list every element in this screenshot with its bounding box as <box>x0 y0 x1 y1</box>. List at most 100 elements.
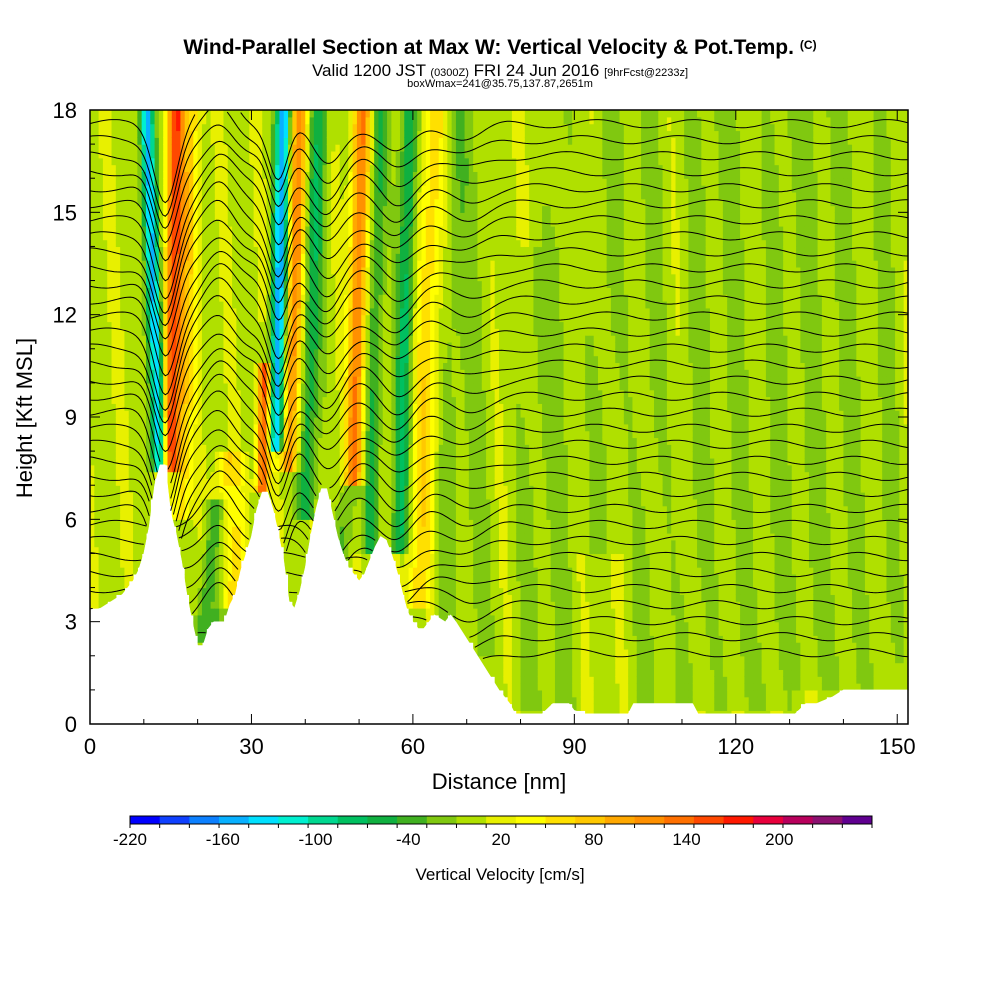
velocity-cell <box>270 116 276 125</box>
velocity-cell <box>404 471 410 479</box>
velocity-cell <box>133 178 138 186</box>
velocity-cell <box>115 164 121 172</box>
velocity-cell <box>133 287 138 295</box>
velocity-cell <box>300 560 306 568</box>
velocity-cell <box>253 505 259 514</box>
velocity-cell <box>145 239 151 248</box>
velocity-cell <box>356 444 362 452</box>
velocity-cell <box>348 239 354 248</box>
velocity-cell <box>145 430 151 439</box>
velocity-cell <box>189 348 194 357</box>
velocity-cell <box>331 403 336 411</box>
velocity-cell <box>348 335 354 343</box>
velocity-cell <box>331 239 336 248</box>
velocity-cell <box>382 389 388 398</box>
velocity-cell <box>378 464 384 473</box>
velocity-cell <box>98 553 104 561</box>
velocity-cell <box>374 225 380 234</box>
velocity-cell <box>107 321 113 329</box>
velocity-cell <box>227 423 233 432</box>
velocity-cell <box>180 246 186 254</box>
velocity-cell <box>90 430 95 439</box>
velocity-cell <box>219 539 225 548</box>
velocity-cell <box>399 526 405 534</box>
velocity-cell <box>158 225 164 234</box>
velocity-cell <box>300 464 306 473</box>
velocity-cell <box>378 369 384 377</box>
velocity-cell <box>374 369 380 377</box>
velocity-cell <box>189 553 194 561</box>
velocity-cell <box>309 205 315 213</box>
velocity-cell <box>223 198 229 207</box>
velocity-cell <box>193 594 199 602</box>
velocity-cell <box>120 410 126 418</box>
velocity-cell <box>158 403 164 411</box>
velocity-cell <box>348 492 354 500</box>
velocity-cell <box>184 546 190 555</box>
velocity-cell <box>120 301 126 309</box>
velocity-cell <box>210 478 216 486</box>
velocity-cell <box>219 512 225 520</box>
velocity-cell <box>288 123 293 132</box>
velocity-cell <box>361 260 367 268</box>
velocity-cell <box>176 198 182 207</box>
velocity-cell <box>219 232 225 241</box>
velocity-cell <box>102 130 108 138</box>
velocity-cell <box>249 157 255 166</box>
velocity-cell <box>257 396 263 404</box>
velocity-cell <box>326 110 332 118</box>
velocity-cell <box>128 150 134 159</box>
velocity-cell <box>111 355 117 364</box>
velocity-cell <box>240 457 246 466</box>
velocity-cell <box>158 355 164 364</box>
velocity-cell <box>214 464 220 473</box>
velocity-cell <box>266 110 272 118</box>
velocity-cell <box>141 430 147 439</box>
velocity-cell <box>275 116 281 125</box>
velocity-cell <box>124 526 130 534</box>
velocity-cell <box>352 178 358 186</box>
velocity-cell <box>141 546 147 555</box>
velocity-cell <box>141 110 147 118</box>
velocity-cell <box>223 389 229 398</box>
velocity-cell <box>223 205 229 213</box>
velocity-cell <box>128 246 134 254</box>
velocity-cell <box>339 212 345 220</box>
velocity-cell <box>107 567 113 575</box>
velocity-cell <box>331 110 336 118</box>
velocity-cell <box>111 457 117 466</box>
velocity-cell <box>214 532 220 541</box>
velocity-cell <box>253 110 259 118</box>
velocity-cell <box>171 464 177 473</box>
velocity-cell <box>339 171 345 179</box>
velocity-cell <box>145 328 151 336</box>
velocity-cell <box>184 417 190 425</box>
velocity-cell <box>167 396 173 404</box>
velocity-cell <box>249 253 255 261</box>
velocity-cell <box>137 301 143 309</box>
velocity-cell <box>253 198 259 207</box>
velocity-cell <box>201 144 207 152</box>
velocity-cell <box>244 505 250 514</box>
velocity-cell <box>201 178 207 186</box>
velocity-cell <box>107 307 113 316</box>
velocity-cell <box>257 164 263 172</box>
velocity-cell <box>374 130 380 138</box>
velocity-cell <box>210 246 216 254</box>
velocity-cell <box>176 437 182 445</box>
velocity-cell <box>292 314 298 323</box>
velocity-cell <box>201 444 207 452</box>
velocity-cell <box>197 307 203 316</box>
velocity-cell <box>292 362 298 370</box>
velocity-cell <box>374 110 380 118</box>
velocity-cell <box>189 314 194 323</box>
velocity-cell <box>378 519 384 527</box>
velocity-cell <box>154 150 160 159</box>
velocity-cell <box>387 280 392 288</box>
velocity-cell <box>214 355 220 364</box>
velocity-cell <box>344 130 349 138</box>
velocity-cell <box>391 546 397 555</box>
velocity-cell <box>184 464 190 473</box>
velocity-cell <box>98 178 104 186</box>
velocity-cell <box>107 198 113 207</box>
